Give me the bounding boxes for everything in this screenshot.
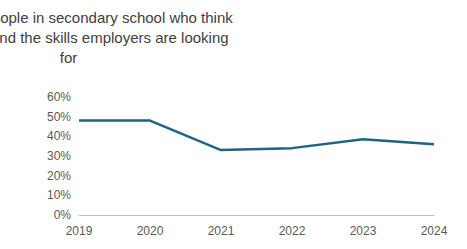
svg-text:% of young people in secondary: % of young people in secondary school wh… xyxy=(0,9,233,26)
svg-text:for: for xyxy=(60,49,78,66)
svg-text:2019: 2019 xyxy=(66,224,93,238)
svg-text:2022: 2022 xyxy=(279,224,306,238)
svg-text:60%: 60% xyxy=(47,90,71,104)
svg-text:50%: 50% xyxy=(47,110,71,124)
svg-text:2020: 2020 xyxy=(137,224,164,238)
svg-text:30%: 30% xyxy=(47,149,71,163)
svg-text:they understand the skills emp: they understand the skills employers are… xyxy=(0,29,233,46)
svg-text:40%: 40% xyxy=(47,129,71,143)
svg-text:2024: 2024 xyxy=(421,224,448,238)
svg-text:20%: 20% xyxy=(47,169,71,183)
svg-text:0%: 0% xyxy=(54,208,72,222)
svg-text:2021: 2021 xyxy=(208,224,235,238)
svg-text:2023: 2023 xyxy=(350,224,377,238)
svg-text:10%: 10% xyxy=(47,188,71,202)
